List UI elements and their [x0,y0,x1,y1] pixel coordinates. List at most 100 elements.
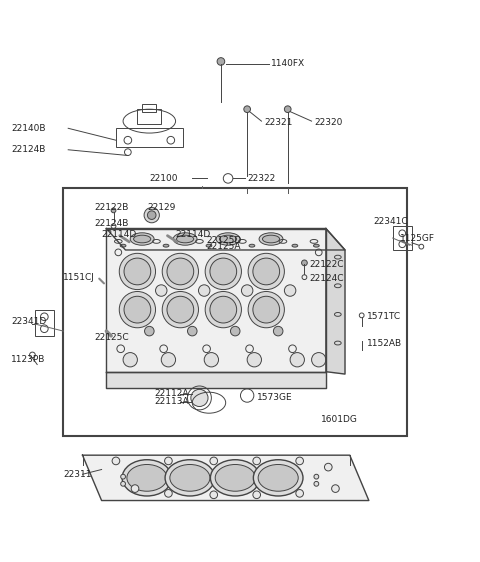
Ellipse shape [199,285,210,296]
Text: 22125D: 22125D [206,236,242,245]
Ellipse shape [119,253,156,289]
Ellipse shape [133,235,151,243]
Text: 22322: 22322 [247,174,276,183]
Text: 22140B: 22140B [11,124,46,133]
Text: 1571TC: 1571TC [366,312,401,321]
Ellipse shape [170,464,210,491]
Text: 22124C: 22124C [309,274,344,283]
Text: 22320: 22320 [314,117,342,126]
Text: 22341D: 22341D [11,317,46,326]
Ellipse shape [253,460,303,496]
Ellipse shape [206,244,212,247]
Ellipse shape [162,292,199,328]
Text: 22321: 22321 [264,117,292,126]
Text: 22124B: 22124B [95,219,129,228]
Ellipse shape [162,253,199,289]
Text: 1140FX: 1140FX [271,60,305,69]
Polygon shape [107,229,345,250]
Ellipse shape [258,464,298,491]
Bar [137,109,161,124]
Text: 22112A: 22112A [154,389,189,398]
Ellipse shape [156,285,167,296]
Text: 1152AB: 1152AB [366,339,402,348]
Text: 22122B: 22122B [95,202,129,211]
Ellipse shape [119,292,156,328]
Ellipse shape [204,352,218,367]
Text: 1151CJ: 1151CJ [63,273,96,282]
Ellipse shape [130,233,154,245]
Circle shape [217,58,225,65]
Ellipse shape [120,244,126,247]
Ellipse shape [127,464,167,491]
Ellipse shape [205,253,241,289]
Ellipse shape [274,327,283,336]
Polygon shape [326,229,345,374]
Ellipse shape [124,296,151,323]
Ellipse shape [173,233,197,245]
Circle shape [111,208,116,213]
Ellipse shape [247,352,262,367]
Ellipse shape [241,285,253,296]
Text: 22341C: 22341C [373,217,408,226]
Bar [393,226,412,250]
Text: 22114D: 22114D [176,230,211,239]
Text: 22114D: 22114D [102,230,137,239]
Ellipse shape [284,285,296,296]
Circle shape [314,482,319,486]
Ellipse shape [177,235,194,243]
Ellipse shape [215,464,255,491]
Ellipse shape [122,460,172,496]
Ellipse shape [313,244,319,247]
Text: 22122C: 22122C [309,260,344,269]
Bar [63,188,407,436]
Ellipse shape [210,258,237,285]
Ellipse shape [210,296,237,323]
Bar [116,128,183,147]
Text: 22125A: 22125A [206,242,241,251]
Circle shape [284,106,291,112]
Ellipse shape [253,296,280,323]
Ellipse shape [259,233,283,245]
Ellipse shape [292,244,298,247]
Circle shape [120,474,125,479]
Ellipse shape [124,258,151,285]
Text: 22100: 22100 [149,174,178,183]
Circle shape [165,490,172,497]
Circle shape [112,457,120,465]
Ellipse shape [205,292,241,328]
Text: 22311: 22311 [63,470,92,479]
Ellipse shape [210,460,260,496]
Circle shape [253,491,261,498]
Polygon shape [83,455,369,501]
Circle shape [120,482,125,486]
Circle shape [324,463,332,471]
Circle shape [131,485,139,492]
Ellipse shape [312,352,326,367]
Ellipse shape [230,327,240,336]
Text: 1573GE: 1573GE [257,393,292,402]
Ellipse shape [123,352,137,367]
Ellipse shape [248,292,284,328]
Ellipse shape [144,327,154,336]
Ellipse shape [165,460,215,496]
Text: 1601DG: 1601DG [321,415,358,424]
Ellipse shape [290,352,304,367]
Circle shape [332,485,339,492]
Ellipse shape [144,207,159,223]
Text: 22124B: 22124B [11,145,45,154]
Circle shape [296,490,303,497]
Ellipse shape [167,258,194,285]
Ellipse shape [161,352,176,367]
Ellipse shape [147,211,156,219]
Circle shape [253,457,261,465]
Polygon shape [107,371,326,388]
Bar [35,310,54,336]
Ellipse shape [263,235,280,243]
Circle shape [296,457,303,465]
Ellipse shape [188,327,197,336]
Ellipse shape [253,258,280,285]
Circle shape [210,457,217,465]
Ellipse shape [216,233,240,245]
Text: 22129: 22129 [147,202,175,211]
Text: 22125C: 22125C [95,333,129,342]
